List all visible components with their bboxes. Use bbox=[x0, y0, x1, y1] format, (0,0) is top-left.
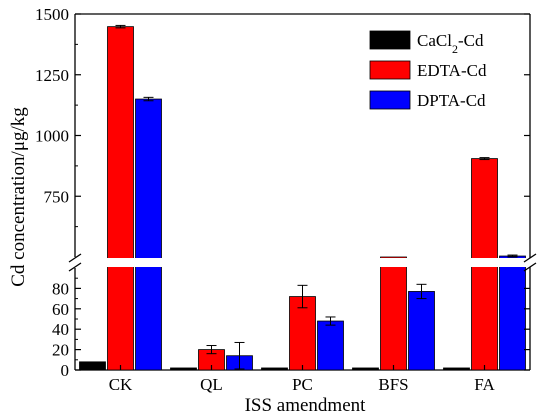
bar-fa-dpta-cd bbox=[499, 255, 526, 371]
bar-bfs-edta-cd bbox=[380, 256, 407, 371]
axis-break-gap bbox=[67, 258, 538, 267]
error-bar-ck-edta-cd bbox=[115, 24, 126, 29]
bar-group-fa-cacl2-cd bbox=[443, 367, 470, 371]
bar-pc-cacl2-cd bbox=[261, 367, 288, 371]
legend-label-cacl2-cd: CaCl2-Cd bbox=[417, 31, 484, 56]
axis-break-slash-upper bbox=[68, 253, 82, 263]
x-axis-title: ISS amendment bbox=[245, 395, 367, 416]
bar-group-fa-dpta-cd bbox=[499, 254, 526, 371]
y-tick-label-0: 0 bbox=[61, 361, 70, 380]
bar-group-bfs-edta-cd bbox=[380, 256, 407, 371]
x-ticks-group: CK QL PC BFS FA bbox=[109, 365, 495, 394]
error-bar-pc-edta-cd bbox=[297, 284, 308, 309]
error-bar-ql-edta-cd bbox=[206, 345, 217, 355]
y-tick-label-60: 60 bbox=[52, 300, 69, 319]
axis-break-slash-lower-right bbox=[523, 262, 537, 272]
y-tick-label-80: 80 bbox=[52, 279, 69, 298]
error-bar-bfs-dpta-cd bbox=[416, 283, 427, 300]
bar-ck-dpta-cd bbox=[135, 98, 162, 371]
y-tick-label-40: 40 bbox=[52, 320, 69, 339]
error-bar-fa-edta-cd bbox=[479, 157, 490, 161]
legend-item-cacl2-cd: CaCl2-Cd bbox=[369, 30, 484, 56]
bar-ql-cacl2-cd bbox=[170, 367, 197, 371]
y-tick-label-1000: 1000 bbox=[35, 127, 69, 146]
y-tick-label-750: 750 bbox=[44, 187, 70, 206]
bar-group-ql-edta-cd bbox=[198, 345, 225, 371]
x-tick-label-ck: CK bbox=[109, 375, 133, 394]
bar-ck-cacl2-cd bbox=[79, 361, 106, 371]
legend: CaCl2-Cd EDTA-Cd DPTA-Cd bbox=[369, 30, 487, 110]
bar-group-pc-edta-cd bbox=[289, 284, 316, 371]
bar-pc-dpta-cd bbox=[317, 320, 344, 371]
y-axis-title: Cd concentration/μg/kg bbox=[8, 107, 29, 287]
axis-break-slash-lower bbox=[68, 262, 82, 272]
bar-group-pc-dpta-cd bbox=[317, 316, 344, 371]
bar-bfs-cacl2-cd bbox=[352, 367, 379, 371]
legend-swatch-edta-cd bbox=[369, 60, 411, 80]
error-bar-pc-dpta-cd bbox=[325, 316, 336, 326]
axis-break-slash-upper-right bbox=[523, 253, 537, 263]
x-tick-label-fa: FA bbox=[474, 375, 495, 394]
legend-label-dpta-cd: DPTA-Cd bbox=[417, 91, 486, 110]
bar-group-ql-cacl2-cd bbox=[170, 367, 197, 371]
bar-group-ck-dpta-cd bbox=[135, 96, 162, 371]
legend-swatch-dpta-cd bbox=[369, 90, 411, 110]
bars-group bbox=[79, 24, 526, 371]
y-tick-label-1500: 1500 bbox=[35, 5, 69, 24]
legend-label-edta-cd: EDTA-Cd bbox=[417, 61, 487, 80]
axis-break-marker bbox=[67, 253, 538, 272]
bar-group-pc-cacl2-cd bbox=[261, 367, 288, 371]
bar-group-ck-cacl2-cd bbox=[79, 361, 106, 371]
bar-group-bfs-dpta-cd bbox=[408, 283, 435, 371]
legend-item-edta-cd: EDTA-Cd bbox=[369, 60, 487, 80]
bar-bfs-dpta-cd bbox=[408, 291, 435, 371]
error-bar-ck-dpta-cd bbox=[143, 96, 154, 102]
error-bar-fa-dpta-cd bbox=[507, 254, 518, 258]
x-tick-label-ql: QL bbox=[200, 375, 223, 394]
bar-ck-edta-cd bbox=[107, 26, 134, 371]
bar-group-bfs-cacl2-cd bbox=[352, 367, 379, 371]
legend-item-dpta-cd: DPTA-Cd bbox=[369, 90, 486, 110]
y-tick-label-1250: 1250 bbox=[35, 66, 69, 85]
x-tick-label-bfs: BFS bbox=[378, 375, 408, 394]
bar-group-ql-dpta-cd bbox=[226, 341, 253, 371]
x-tick-label-pc: PC bbox=[292, 375, 313, 394]
bar-fa-cacl2-cd bbox=[443, 367, 470, 371]
y-tick-label-20: 20 bbox=[52, 341, 69, 360]
legend-swatch-cacl2-cd bbox=[369, 30, 411, 50]
bar-group-ck-edta-cd bbox=[107, 24, 134, 371]
error-bar-ql-dpta-cd bbox=[234, 341, 245, 370]
